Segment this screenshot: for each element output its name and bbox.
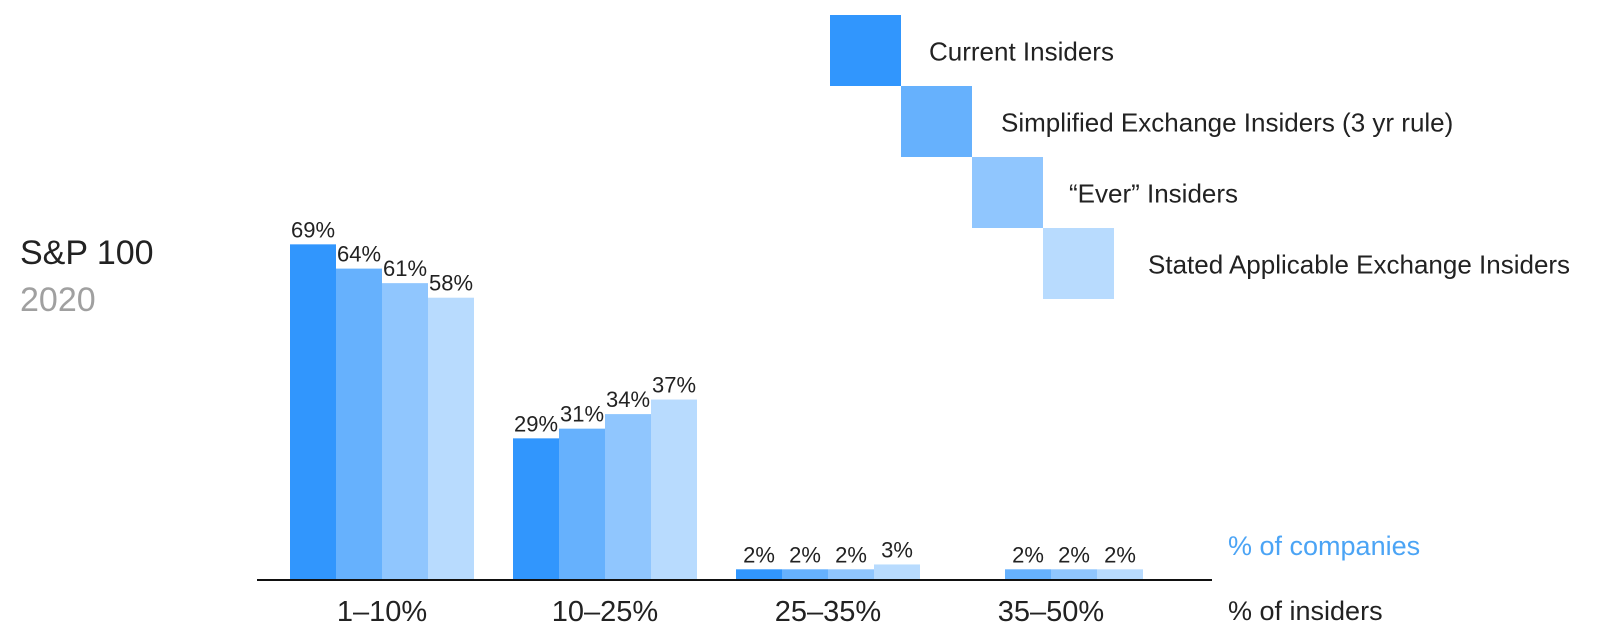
value-label: 61% — [383, 256, 427, 281]
x-tick-labels: 1–10% 10–25% 25–35% 35–50% — [337, 596, 1104, 625]
value-label: 2% — [789, 542, 821, 567]
bar-3-series-1 — [736, 569, 782, 579]
bar-2-series-1 — [513, 438, 559, 579]
value-label: 3% — [881, 537, 913, 562]
x-tick-label: 1–10% — [337, 596, 427, 625]
chart-title: S&P 100 — [20, 234, 154, 272]
value-label: 2% — [1058, 542, 1090, 567]
bar-2-series-3 — [605, 414, 651, 579]
value-label: 2% — [1012, 542, 1044, 567]
value-label: 69% — [291, 217, 335, 242]
value-label: 2% — [835, 542, 867, 567]
value-label: 34% — [606, 387, 650, 412]
legend-swatch — [901, 86, 972, 157]
bar-2-series-2 — [559, 428, 605, 579]
value-label: 58% — [429, 271, 473, 296]
value-label: 37% — [652, 373, 696, 398]
legend-label: Current Insiders — [929, 37, 1114, 67]
value-label: 2% — [1104, 542, 1136, 567]
value-label: 31% — [560, 402, 604, 427]
bars — [290, 244, 1143, 579]
bar-4-series-3 — [1051, 569, 1097, 579]
legend-swatch — [1043, 228, 1114, 299]
bar-4-series-2 — [1005, 569, 1051, 579]
bar-3-series-2 — [782, 569, 828, 579]
value-labels: 69%64%61%58% 29% 31%34%37% 2% 2% 2% 3% 2% 2% 2% — [291, 217, 1136, 567]
x-tick-label: 35–50% — [998, 596, 1104, 625]
legend-label: Simplified Exchange Insiders (3 yr rule) — [1001, 108, 1453, 138]
bar-3-series-4 — [874, 564, 920, 579]
y-axis-label: % of companies — [1228, 531, 1420, 561]
legend-label: “Ever” Insiders — [1069, 179, 1238, 209]
legend-swatch — [972, 157, 1043, 228]
bar-1-series-2 — [336, 268, 382, 579]
legend-label: Stated Applicable Exchange Insiders — [1148, 250, 1570, 280]
bar-1-series-4 — [428, 297, 474, 579]
bar-1-series-3 — [382, 283, 428, 579]
bar-2-series-4 — [651, 399, 697, 579]
x-tick-label: 25–35% — [775, 596, 881, 625]
bar-4-series-4 — [1097, 569, 1143, 579]
value-label: 64% — [337, 242, 381, 267]
bar-3-series-3 — [828, 569, 874, 579]
value-label: 29% — [514, 411, 558, 436]
legend: Current Insiders Simplified Exchange Insi… — [830, 15, 1570, 299]
bar-1-series-1 — [290, 244, 336, 579]
chart-subtitle: 2020 — [20, 281, 96, 319]
x-axis-label: % of insiders — [1228, 596, 1383, 625]
value-label: 2% — [743, 542, 775, 567]
x-tick-label: 10–25% — [552, 596, 658, 625]
legend-swatch — [830, 15, 901, 86]
